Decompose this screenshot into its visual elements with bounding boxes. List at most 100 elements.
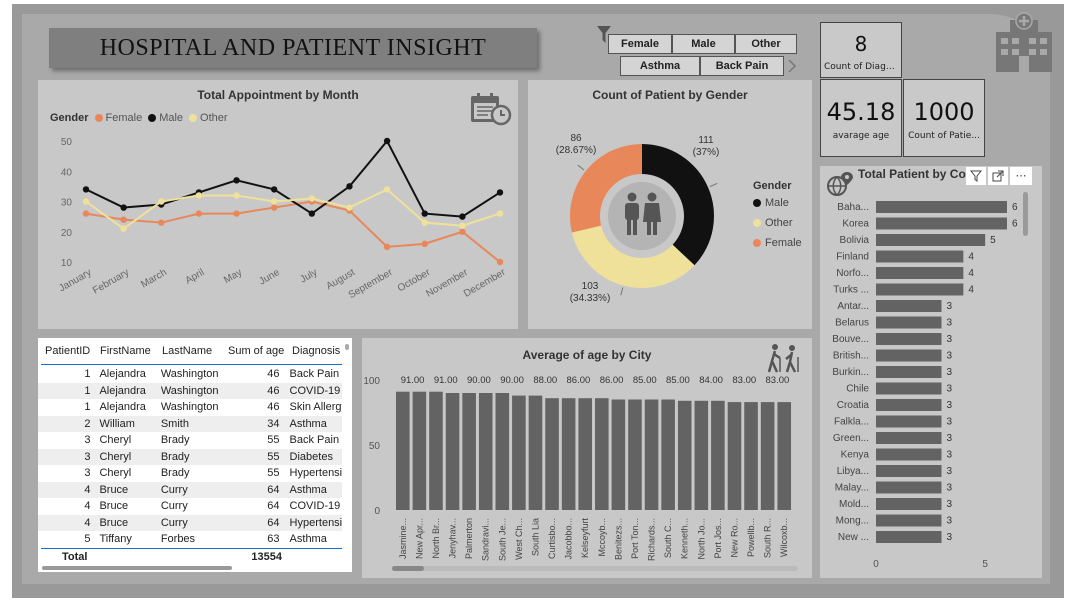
line-point-male [496,189,504,196]
table-row[interactable]: 1 Alejandra Washington 46 COVID-19 [38,382,342,399]
table-row[interactable]: 4 Bruce Curry 64 Asthma [38,481,342,498]
table-row[interactable]: 4 Bruce Curry 64 COVID-19 [38,498,342,514]
table-cell: Cheryl [99,434,132,446]
slicer-diagnosis-asthma[interactable]: Asthma [620,56,700,76]
slicer-next-chevron-icon[interactable] [787,58,797,74]
country-chart-y-tick-label: Kenya [841,450,870,461]
country-bar-data-label: 3 [947,499,953,510]
line-point-other [195,192,203,199]
country-bar-data-label: 3 [947,417,953,428]
line-point-female [82,210,90,217]
line-point-female [421,240,428,248]
donut-label-percent-female: (28.67%) [556,145,597,156]
gender-donut-chart[interactable]: 111(37%) 103(34.33%) 86(28.67%) [528,80,812,329]
table-vertical-scrollbar[interactable] [345,344,349,350]
country-bar [876,283,964,296]
city-bar [578,398,593,510]
slicer-gender-other[interactable]: Other [735,34,797,54]
slicer-gender-female[interactable]: Female [608,34,672,54]
appointments-legend: Gender Female Male Other [50,112,228,124]
patients-by-country-bar-chart[interactable]: Baha... 6 Korea 6 Bolivia 5 Finland 4 Norfo... 4 T… [820,166,1042,578]
city-chart-x-tick-label: Richards... [647,518,657,561]
country-bar-data-label: 3 [947,384,953,395]
globe-location-icon [827,172,853,196]
city-chart-y-tick-label: 0 [374,506,380,517]
column-header-patientid[interactable]: PatientID [45,345,91,357]
country-chart-y-tick-label: Chile [846,384,869,395]
kpi-average-age-card: 45.18 avarage age [820,79,902,157]
city-chart-x-tick-label: Jacobbo... [564,518,574,560]
column-header-diagnosis[interactable]: Diagnosis [292,345,341,357]
country-bar-data-label: 4 [968,252,974,263]
table-cell: Bruce [99,483,129,496]
line-chart-y-tick-label: 40 [61,167,73,178]
table-cell: Back Pain [289,434,340,446]
table-cell: 55 [267,450,280,463]
filter-icon[interactable] [596,25,612,45]
table-row[interactable]: 4 Bruce Curry 64 Hypertension [38,514,342,531]
table-cell: Cheryl [99,467,132,479]
line-point-male [383,137,391,145]
line-chart-x-tick-label: July [298,267,319,285]
legend-item-other[interactable]: Other [189,112,228,124]
hospital-building-icon [996,12,1052,72]
more-options-icon[interactable]: ⋯ [1010,167,1032,185]
line-point-other [158,198,165,205]
focus-mode-icon[interactable] [988,167,1008,185]
country-bar [876,415,942,428]
city-bar [595,398,609,510]
legend-item-male[interactable]: Male [148,112,183,124]
slicer-diagnosis-back-pain[interactable]: Back Pain [700,56,784,76]
gender-legend-item-female[interactable]: Female [753,233,802,253]
city-bar [760,402,775,510]
line-chart-x-tick-label: February [91,267,131,297]
city-bar [727,402,742,510]
line-point-male [308,210,316,217]
country-chart-y-tick-label: Libya... [837,466,869,477]
line-point-male [459,213,466,220]
table-row[interactable]: 3 Cheryl Brady 55 Diabetes [38,448,342,465]
line-point-female [120,216,127,223]
country-chart-y-tick-label: Norfo... [836,268,869,279]
table-row[interactable]: 2 William Smith 34 Asthma [38,415,342,432]
table-cell: Asthma [289,483,327,496]
column-header-sum-of-age[interactable]: Sum of age [228,345,285,357]
table-cell: 4 [84,500,91,512]
country-bar-data-label: 3 [947,483,953,494]
line-chart-x-tick-label: March [139,267,169,290]
city-chart-x-tick-label: Jenyhav... [448,518,458,558]
table-cell: Cheryl [99,450,132,463]
country-bar [876,250,964,263]
donut-slice-female [570,144,642,233]
column-header-firstname[interactable]: FirstName [100,345,151,357]
city-bar-data-label: 88.00 [533,375,557,386]
table-row[interactable]: 3 Cheryl Brady 55 Back Pain [38,432,342,448]
donut-slice-male [642,144,714,266]
country-bar [876,382,942,395]
age-by-city-bar-chart[interactable]: 0 50 100 Jasmine... New Apr... North Br... Jen… [362,338,812,578]
gender-legend-item-other[interactable]: Other [753,213,802,233]
city-chart-x-tick-label: Powellb... [746,518,756,557]
table-row[interactable]: 5 Tiffany Forbes 63 Asthma [38,531,342,547]
table-cell: COVID-19 [289,384,341,397]
calendar-clock-icon [471,93,512,126]
city-chart-scrollbar-track [392,566,798,571]
country-chart-scrollbar-thumb [1023,192,1028,236]
table-horizontal-scrollbar[interactable] [42,566,232,570]
patient-table[interactable]: PatientID FirstName LastName Sum of age … [38,338,352,572]
table-row[interactable]: 3 Cheryl Brady 55 Hypertension [38,465,342,481]
slicer-gender-male[interactable]: Male [672,34,735,54]
column-header-lastname[interactable]: LastName [162,345,213,357]
city-chart-x-tick-label: Kelseyfurt [580,518,590,559]
gender-legend-item-male[interactable]: Male [753,193,802,213]
city-chart-x-tick-label: South C... [663,518,673,558]
legend-item-female[interactable]: Female [94,112,142,124]
country-bar [876,531,942,543]
line-point-other [383,186,391,193]
table-cell: 1 [84,384,91,397]
city-chart-scrollbar-thumb [392,566,424,571]
table-row[interactable]: 1 Alejandra Washington 46 Skin Allergy [38,399,342,415]
visual-filter-icon[interactable] [966,167,986,185]
table-row[interactable]: 1 Alejandra Washington 46 Back Pain [38,366,342,382]
